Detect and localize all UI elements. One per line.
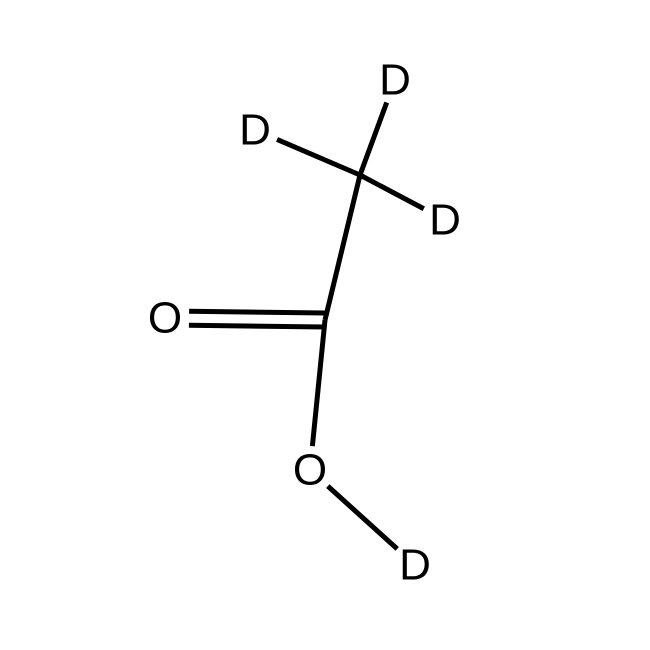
bond-line: [360, 175, 424, 209]
molecule-diagram: O O D D D D: [0, 0, 650, 650]
atom-label-D_oh: D: [399, 541, 431, 590]
bond-line: [360, 103, 387, 175]
bond-line: [312, 320, 325, 446]
bond-line: [189, 311, 325, 313]
bond-line: [277, 139, 360, 175]
atom-label-D_top: D: [379, 56, 411, 105]
bond-line: [189, 325, 325, 327]
bond-line: [328, 486, 397, 549]
atom-label-D_left: D: [239, 106, 271, 155]
bond-line: [325, 175, 360, 320]
atom-label-D_right: D: [429, 196, 461, 245]
atom-label-O_double: O: [148, 294, 182, 343]
atom-layer: O O D D D D: [148, 56, 461, 590]
atom-label-O_hydroxyl: O: [293, 446, 327, 495]
